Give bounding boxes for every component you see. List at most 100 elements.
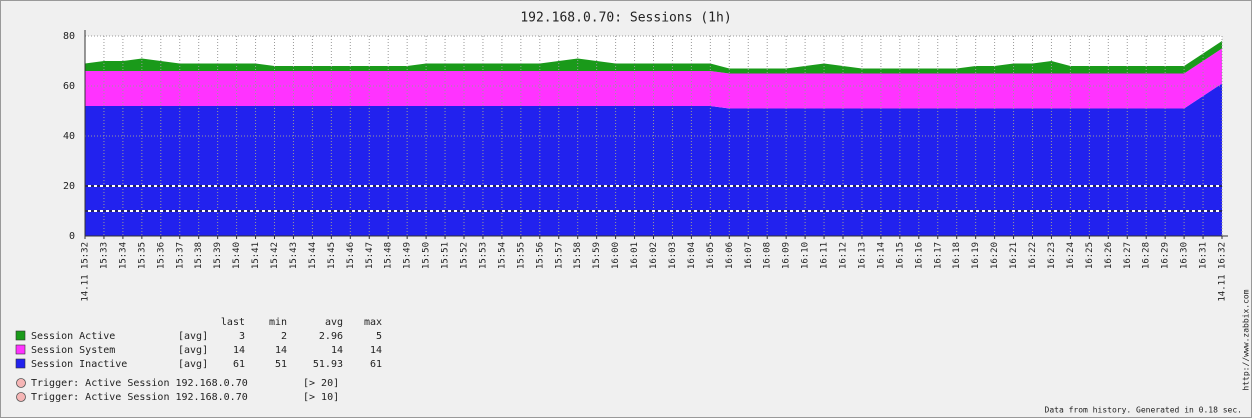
x-tick-label: 15:47 <box>365 242 375 269</box>
trigger-icon <box>16 392 26 402</box>
x-tick-label: 16:13 <box>857 242 867 269</box>
x-tick-label: 16:20 <box>990 242 1000 269</box>
x-tick-label: 15:39 <box>213 242 223 269</box>
y-tick-label: 80 <box>63 31 75 42</box>
legend-stat: 3 <box>239 331 245 342</box>
x-tick-label: 16:03 <box>668 242 678 269</box>
x-tick-label: 16:30 <box>1180 242 1190 269</box>
x-tick-label: 16:18 <box>952 242 962 269</box>
x-tick-label: 16:10 <box>801 242 811 269</box>
x-tick-label: 15:45 <box>327 242 337 269</box>
x-tick-label: 14.11 16:32 <box>1218 242 1228 302</box>
x-tick-label: 16:26 <box>1104 242 1114 269</box>
legend-stat: 61 <box>370 359 382 370</box>
x-tick-label: 15:52 <box>460 242 470 269</box>
x-tick-label: 15:44 <box>308 242 318 269</box>
legend-label: Session Inactive <box>31 359 127 370</box>
x-tick-label: 15:54 <box>497 242 507 269</box>
stat-header: avg <box>325 317 343 328</box>
trigger-label: Trigger: Active Session 192.168.0.70 <box>31 378 248 389</box>
legend-stat: 14 <box>331 345 343 356</box>
y-tick-label: 20 <box>63 181 75 192</box>
y-tick-label: 60 <box>63 81 75 92</box>
x-tick-label: 16:04 <box>687 242 697 269</box>
legend-stat: 61 <box>233 359 245 370</box>
x-tick-label: 16:24 <box>1066 242 1076 269</box>
legend-stat: 2.96 <box>319 331 343 342</box>
legend-stat: 2 <box>281 331 287 342</box>
x-tick-label: 15:57 <box>554 242 564 269</box>
legend-swatch <box>15 330 26 341</box>
x-tick-label: 15:43 <box>289 242 299 269</box>
grid <box>84 30 1228 239</box>
x-tick-label: 16:17 <box>933 242 943 269</box>
legend-stat: 5 <box>376 331 382 342</box>
legend-func: [avg] <box>178 331 208 342</box>
x-tick-label: 15:58 <box>573 242 583 269</box>
x-tick-label: 16:31 <box>1199 242 1209 269</box>
watermark: http://www.zabbix.com <box>1242 289 1251 390</box>
x-tick-label: 16:08 <box>763 242 773 269</box>
x-tick-label: 15:33 <box>99 242 109 269</box>
legend-stat: 14 <box>370 345 382 356</box>
legend-func: [avg] <box>178 359 208 370</box>
legend-swatch <box>15 358 26 369</box>
x-tick-label: 16:12 <box>839 242 849 269</box>
x-tick-label: 14.11 15:32 <box>81 242 91 302</box>
x-tick-label: 16:06 <box>725 242 735 269</box>
x-tick-label: 16:28 <box>1142 242 1152 269</box>
x-tick-label: 16:01 <box>630 242 640 269</box>
legend-stat: 51 <box>275 359 287 370</box>
x-tick-label: 16:02 <box>649 242 659 269</box>
chart-title: 192.168.0.70: Sessions (1h) <box>520 11 731 26</box>
stat-header: last <box>221 317 245 328</box>
x-tick-label: 16:07 <box>744 242 754 269</box>
trigger-label: Trigger: Active Session 192.168.0.70 <box>31 392 248 403</box>
x-tick-label: 16:19 <box>971 242 981 269</box>
legend-stat: 14 <box>233 345 245 356</box>
x-tick-label: 15:42 <box>270 242 280 269</box>
trigger-icon <box>16 378 26 388</box>
x-tick-label: 16:09 <box>782 242 792 269</box>
legend-stat: 14 <box>275 345 287 356</box>
x-tick-label: 15:36 <box>156 242 166 269</box>
x-tick-label: 16:00 <box>611 242 621 269</box>
x-tick-label: 15:40 <box>232 242 242 269</box>
stat-header: min <box>269 317 287 328</box>
y-tick-label: 0 <box>69 231 75 242</box>
x-tick-label: 15:41 <box>251 242 261 269</box>
x-tick-label: 16:22 <box>1028 242 1038 269</box>
x-tick-label: 16:23 <box>1047 242 1057 269</box>
footer: Data from history. Generated in 0.18 sec… <box>1045 406 1242 415</box>
x-tick-label: 16:05 <box>706 242 716 269</box>
x-tick-label: 16:27 <box>1123 242 1133 269</box>
x-tick-label: 16:21 <box>1009 242 1019 269</box>
x-tick-label: 15:37 <box>175 242 185 269</box>
trigger-threshold: [> 10] <box>303 392 339 403</box>
x-tick-label: 16:14 <box>876 242 886 269</box>
x-tick-label: 16:11 <box>820 242 830 269</box>
x-tick-label: 15:51 <box>441 242 451 269</box>
x-tick-label: 15:35 <box>137 242 147 269</box>
x-tick-label: 16:16 <box>914 242 924 269</box>
x-tick-label: 15:59 <box>592 242 602 269</box>
x-tick-label: 15:34 <box>118 242 128 269</box>
stat-header: max <box>364 317 382 328</box>
x-tick-label: 15:53 <box>478 242 488 269</box>
legend-swatch <box>15 344 26 355</box>
x-tick-label: 15:49 <box>403 242 413 269</box>
x-tick-label: 15:46 <box>346 242 356 269</box>
legend-label: Session System <box>31 345 115 356</box>
y-tick-label: 40 <box>63 131 75 142</box>
trigger-threshold: [> 20] <box>303 378 339 389</box>
x-tick-label: 16:15 <box>895 242 905 269</box>
x-tick-label: 15:50 <box>422 242 432 269</box>
x-tick-label: 15:56 <box>535 242 545 269</box>
x-tick-label: 16:29 <box>1161 242 1171 269</box>
x-tick-label: 15:48 <box>384 242 394 269</box>
x-tick-label: 15:55 <box>516 242 526 269</box>
legend-stat: 51.93 <box>313 359 343 370</box>
x-tick-label: 15:38 <box>194 242 204 269</box>
legend-label: Session Active <box>31 331 115 342</box>
